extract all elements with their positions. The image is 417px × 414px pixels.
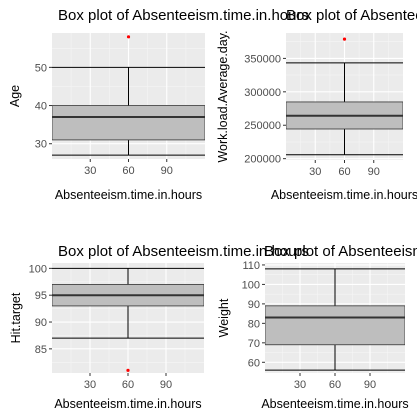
panel-weight: 60 70 80 90 100 110 30 60 90 Box plot of Absentee…	[217, 243, 417, 411]
y-tick-label: 30	[35, 139, 47, 151]
y-axis-title: Work.load.Average.day.	[216, 30, 230, 162]
y-axis-title: Weight	[217, 298, 231, 337]
y-tick-label: 95	[35, 290, 47, 302]
y-axis-title: Age	[8, 85, 22, 107]
x-tick-label: 90	[364, 379, 376, 391]
box-iqr	[52, 106, 205, 140]
y-tick-label: 85	[35, 344, 47, 356]
outlier-point	[127, 35, 130, 38]
y-tick-label: 350000	[244, 53, 281, 65]
x-tick-label: 30	[309, 166, 321, 178]
panel-title: Box plot of Absenteeism.time.in.hours	[286, 7, 417, 24]
y-tick-label: 90	[35, 317, 47, 329]
x-tick-label: 30	[294, 379, 306, 391]
x-tick-label: 30	[84, 379, 96, 391]
y-axis-title: Hit.target	[9, 292, 23, 343]
x-axis-title: Absenteeism.time.in.hours	[261, 397, 408, 411]
outlier-point	[343, 37, 346, 40]
x-tick-label: 60	[122, 165, 134, 177]
x-tick-label: 60	[329, 379, 341, 391]
x-tick-label: 90	[160, 379, 172, 391]
panel-age: 30 40 50 30 60 90 Box plot of Absenteeism.time…	[8, 7, 309, 202]
y-tick-label: 100	[242, 279, 260, 291]
x-tick-label: 30	[84, 165, 96, 177]
x-axis-title: Absenteeism.time.in.hours	[54, 397, 201, 411]
x-tick-label: 90	[161, 165, 173, 177]
outlier-point	[126, 369, 129, 372]
panel-title: Box plot of Absenteeism.time.in.hours	[264, 243, 417, 260]
x-axis-title: Absenteeism.time.in.hours	[55, 188, 202, 202]
y-tick-label: 80	[248, 318, 260, 330]
box-iqr	[265, 306, 405, 345]
y-tick-label: 40	[35, 101, 47, 113]
x-tick-label: 60	[338, 166, 350, 178]
y-tick-label: 110	[242, 260, 260, 272]
y-tick-label: 200000	[244, 154, 281, 166]
x-axis-title: Absenteeism.time.in.hours	[271, 188, 417, 202]
y-tick-label: 100	[29, 263, 47, 275]
y-tick-label: 90	[248, 299, 260, 311]
y-tick-label: 50	[35, 62, 47, 74]
x-tick-label: 90	[368, 166, 380, 178]
y-tick-label: 300000	[244, 87, 281, 99]
panel-work-load: 200000 250000 300000 350000 30 60 90 Box plot o…	[216, 7, 417, 202]
x-tick-label: 60	[122, 379, 134, 391]
panel-title: Box plot of Absenteeism.time.in.hours	[58, 7, 309, 24]
y-tick-label: 60	[248, 357, 260, 369]
y-tick-label: 250000	[244, 120, 281, 132]
y-tick-label: 70	[248, 338, 260, 350]
